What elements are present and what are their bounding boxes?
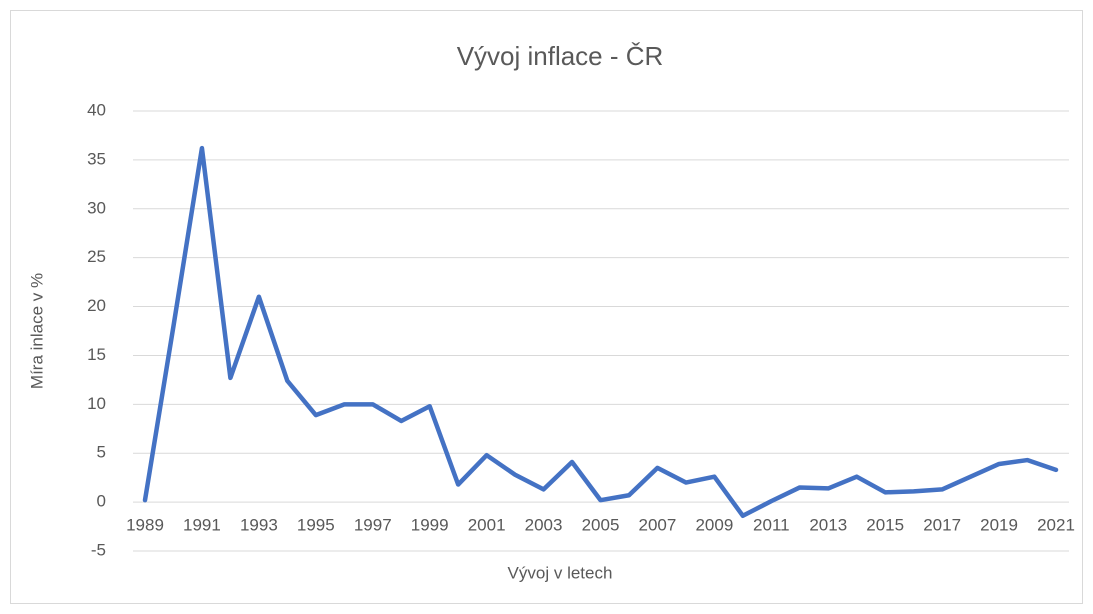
y-tick-label: 5 <box>97 443 106 462</box>
x-tick-label: 1993 <box>240 516 278 535</box>
y-tick-label: 40 <box>87 100 106 119</box>
x-tick-label: 1999 <box>411 516 449 535</box>
x-tick-label: 1997 <box>354 516 392 535</box>
x-tick-label: 2013 <box>809 516 847 535</box>
y-tick-label: 15 <box>87 345 106 364</box>
y-tick-label: 10 <box>87 394 106 413</box>
data-line <box>142 145 1059 519</box>
x-tick-label: 2009 <box>695 516 733 535</box>
y-tick-label: 0 <box>97 492 106 511</box>
y-tick-label: -5 <box>91 540 106 559</box>
x-tick-label: 2003 <box>525 516 563 535</box>
x-tick-label: 2017 <box>923 516 961 535</box>
x-tick-label: 2007 <box>639 516 677 535</box>
y-tick-label: 30 <box>87 198 106 217</box>
y-tick-label: 20 <box>87 296 106 315</box>
x-tick-label: 2011 <box>753 516 790 535</box>
y-tick-label: 25 <box>87 247 106 266</box>
x-tick-label: 2001 <box>468 516 506 535</box>
x-axis-label: Vývoj v letech <box>508 563 613 582</box>
y-tick-label: 35 <box>87 149 106 168</box>
x-tick-label: 1991 <box>183 516 221 535</box>
chart-title: Vývoj inflace - ČR <box>457 41 664 71</box>
x-tick-label: 1989 <box>126 516 164 535</box>
x-tick-label: 1995 <box>297 516 335 535</box>
y-axis-label: Míra inlace v % <box>27 273 46 389</box>
x-tick-label: 2015 <box>866 516 904 535</box>
x-tick-label: 2005 <box>582 516 620 535</box>
x-tick-label: 2019 <box>980 516 1018 535</box>
x-tick-label: 2021 <box>1037 516 1075 535</box>
